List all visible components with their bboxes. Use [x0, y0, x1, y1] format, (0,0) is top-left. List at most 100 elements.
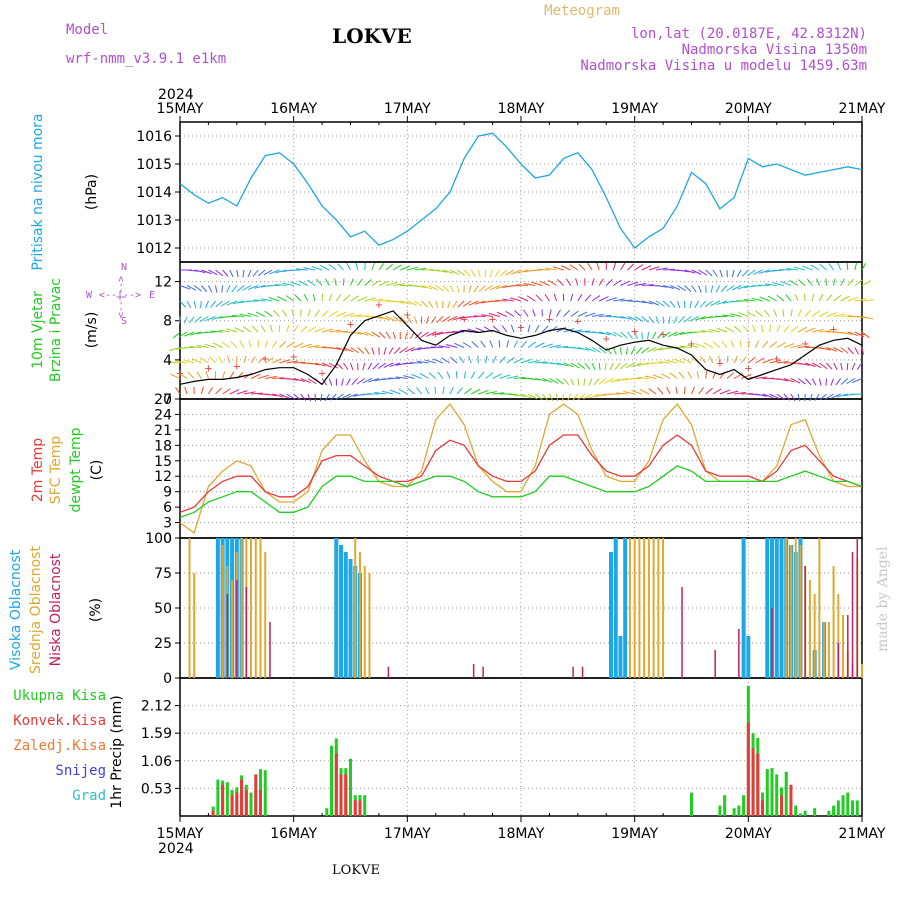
wind-arrow	[279, 341, 287, 348]
wind-arrow	[556, 345, 569, 348]
wind-arrow	[499, 356, 506, 364]
wind-arrow	[596, 262, 600, 271]
wind-arrow	[371, 298, 384, 302]
cloud-bar-2	[738, 629, 740, 678]
wind-arrow	[861, 280, 872, 286]
wind-arrow	[485, 372, 494, 379]
precip-bar-0	[846, 792, 850, 816]
wind-arrow	[484, 285, 493, 292]
wind-arrow	[477, 355, 479, 364]
compass-arrows: <--|-->	[99, 290, 141, 301]
wind-arrow	[221, 285, 224, 293]
wind-arrow	[604, 362, 607, 371]
wind-arrow	[190, 331, 202, 336]
wind-arrow	[247, 269, 252, 278]
y-tick-label: 1012	[136, 241, 172, 257]
cloud-bar-0	[746, 636, 751, 678]
precip-bar-0	[363, 795, 367, 816]
wind-arrow	[598, 278, 604, 286]
2m-temp-line	[179, 434, 863, 513]
wind-arrow	[194, 316, 202, 323]
y-tick-label: 75	[154, 566, 172, 582]
wind-arrow	[798, 345, 810, 348]
wind-arrow	[591, 278, 595, 286]
wind-arrow	[623, 391, 635, 395]
wind-arrow	[434, 386, 437, 395]
model-label: Model	[66, 22, 108, 38]
wind-arrow	[620, 263, 626, 271]
wind-arrow	[189, 346, 202, 348]
wind-arrow	[736, 269, 742, 278]
wind-arrow	[229, 269, 234, 278]
wind-arrow	[577, 378, 580, 386]
y-tick-label: 4	[163, 353, 172, 369]
wind-arrow	[364, 331, 375, 337]
cloud-bar-1	[188, 538, 191, 678]
wind-arrow	[378, 331, 386, 339]
wind-arrow	[442, 285, 450, 293]
wind-arrow	[210, 330, 223, 333]
y-tick-label: 0	[163, 392, 172, 408]
wind-arrow	[337, 263, 344, 271]
wind-arrow	[806, 278, 813, 286]
wind-arrow	[265, 375, 277, 379]
wind-arrow	[563, 309, 570, 317]
wind-arrow	[513, 357, 524, 364]
wind-arrow	[307, 345, 320, 348]
wind-arrow	[307, 326, 317, 333]
wind-arrow	[371, 279, 381, 286]
wind-arrow	[505, 269, 515, 276]
wind-arrow	[613, 316, 626, 319]
wind-arrow	[683, 300, 686, 309]
wind-arrow	[442, 386, 445, 395]
pressure-unit: (hPa)	[84, 174, 100, 210]
cloud-bar-2	[581, 666, 584, 678]
wind-arrow	[307, 309, 311, 317]
lonlat-label: lon,lat (20.0187E, 42.8312N)	[631, 26, 867, 42]
wind-arrow	[609, 362, 614, 371]
wind-arrow	[506, 375, 519, 379]
wind-arrow	[812, 362, 822, 369]
wind-arrow	[236, 269, 239, 278]
precip-legend-0: Ukupna Kisa	[13, 688, 106, 704]
cloud-bar-2	[771, 608, 773, 678]
wind-arrow	[651, 331, 657, 340]
wind-arrow	[447, 300, 451, 309]
wind-arrow	[631, 389, 642, 395]
cloud-bar-1	[643, 538, 646, 678]
precip-bar-0	[723, 795, 727, 816]
cloud-bar-1	[832, 566, 835, 678]
wind-arrow	[364, 297, 376, 302]
wind-arrow	[368, 378, 380, 383]
wind-arrow	[293, 342, 304, 348]
precip-bar-1	[344, 774, 348, 816]
wind-arrow	[307, 378, 317, 385]
wind-arrow	[668, 331, 678, 338]
wind-arrow	[655, 285, 668, 288]
wind-arrow	[416, 360, 429, 364]
wind-arrow	[336, 311, 347, 317]
wind-arrow	[260, 298, 273, 302]
wind-arrow	[471, 341, 479, 348]
wind-arrow	[346, 378, 351, 386]
wind-arrow	[790, 344, 803, 348]
wind-arrow	[718, 355, 721, 364]
wind-arrow	[752, 269, 763, 275]
wind-arrow	[676, 300, 681, 309]
wind-arrow	[489, 340, 494, 348]
wind-arrow	[755, 393, 767, 397]
wind-arrow	[357, 331, 369, 336]
precip-legend-3: Snijeg	[55, 763, 106, 779]
model-altitude-label: Nadmorska Visina u modelu 1459.63m	[580, 58, 867, 74]
cloud-bar-0	[741, 538, 746, 678]
wind-arrow	[562, 393, 565, 402]
wind-arrow	[577, 362, 586, 370]
wind-arrow	[505, 310, 515, 317]
wind-arrow	[335, 362, 344, 370]
wind-arrow	[196, 344, 209, 348]
wind-arrow	[818, 293, 824, 302]
precip-bar-0	[794, 805, 798, 816]
wind-arrow	[722, 314, 735, 317]
time-label-bottom: 21MAY	[839, 826, 886, 842]
precip-bar-1	[779, 795, 783, 816]
